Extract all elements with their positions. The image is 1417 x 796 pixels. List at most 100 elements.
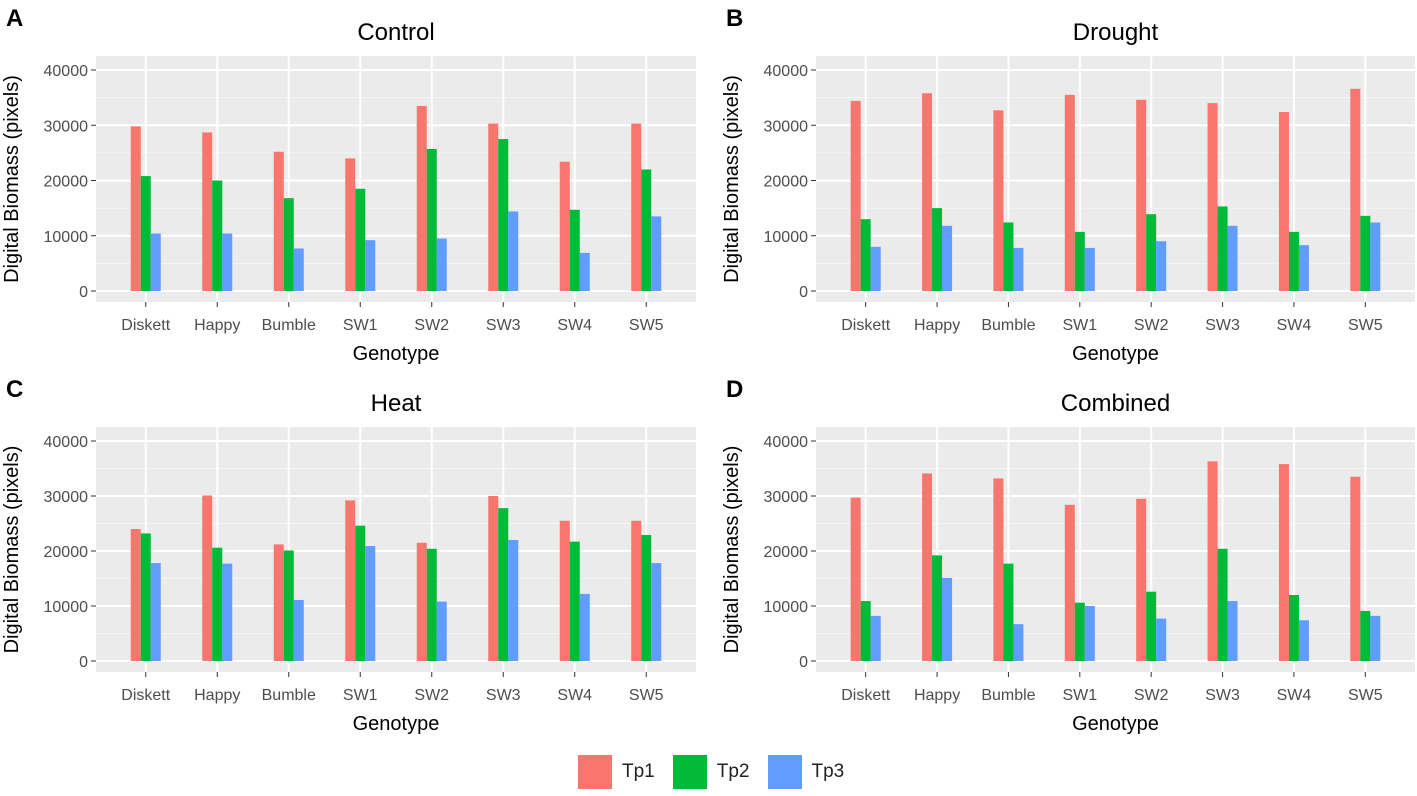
- y-tick-label: 30000: [44, 489, 89, 506]
- bar-tp1-diskett: [130, 126, 141, 291]
- bar-tp2-bumble: [283, 198, 294, 291]
- plot-background: [816, 427, 1415, 672]
- bar-tp3-bumble: [1013, 247, 1024, 291]
- bar-tp2-happy: [932, 555, 943, 661]
- bar-tp1-happy: [922, 473, 933, 661]
- bar-tp1-sw3: [488, 123, 499, 291]
- bar-tp2-happy: [932, 208, 943, 291]
- y-axis-label: Digital Biomass (pixels): [721, 446, 743, 654]
- y-tick-label: 0: [799, 654, 808, 671]
- bar-tp2-sw5: [641, 535, 652, 661]
- bar-tp3-sw5: [651, 216, 662, 291]
- x-axis-label: Genotype: [353, 713, 440, 735]
- bar-tp1-happy: [202, 132, 213, 291]
- x-tick-label: Diskett: [121, 687, 170, 704]
- bar-tp2-diskett: [140, 176, 151, 291]
- x-tick-label: Happy: [194, 687, 240, 704]
- bar-tp2-sw5: [1360, 610, 1371, 661]
- bar-tp2-sw3: [498, 508, 509, 661]
- x-tick-label: Bumble: [262, 317, 316, 334]
- bar-tp1-bumble: [993, 478, 1004, 661]
- bar-tp2-sw1: [355, 188, 366, 291]
- chart-title: Control: [357, 19, 434, 46]
- x-tick-label: SW5: [1348, 687, 1383, 704]
- x-tick-label: Bumble: [262, 687, 316, 704]
- bar-tp2-sw1: [1074, 231, 1085, 291]
- y-tick-label: 40000: [44, 434, 89, 451]
- legend-item-tp2: Tp2: [672, 755, 750, 789]
- bar-tp1-sw2: [1136, 498, 1147, 661]
- y-tick-label: 20000: [44, 174, 89, 191]
- y-tick-label: 20000: [764, 174, 809, 191]
- bar-tp2-sw5: [1360, 215, 1371, 291]
- legend-swatch-tp1: [578, 755, 612, 789]
- bar-tp1-diskett: [850, 497, 861, 661]
- x-tick-label: Happy: [914, 317, 960, 334]
- bar-tp1-sw5: [631, 520, 642, 661]
- x-tick-label: SW4: [557, 687, 592, 704]
- bar-tp3-sw3: [1227, 225, 1238, 291]
- bar-tp3-sw2: [1156, 241, 1167, 291]
- bar-tp1-sw4: [559, 520, 570, 661]
- bar-tp1-sw2: [416, 542, 427, 661]
- bar-tp3-happy: [942, 577, 953, 661]
- bar-tp3-sw2: [1156, 618, 1167, 661]
- bar-tp1-sw1: [1064, 504, 1075, 661]
- x-tick-label: SW1: [1062, 317, 1097, 334]
- bar-tp3-happy: [942, 225, 953, 291]
- x-tick-label: SW4: [1277, 317, 1312, 334]
- bar-tp1-sw4: [559, 161, 570, 291]
- panel-letter: B: [726, 5, 743, 32]
- bar-tp2-bumble: [1003, 563, 1014, 661]
- bar-tp2-sw2: [1146, 214, 1157, 291]
- bar-tp3-sw4: [1298, 245, 1309, 291]
- bar-tp3-diskett: [150, 563, 161, 661]
- x-axis-label: Genotype: [1072, 343, 1159, 365]
- bar-tp3-sw5: [1370, 615, 1381, 661]
- bar-tp1-sw3: [488, 496, 499, 661]
- bar-tp2-sw2: [426, 548, 437, 661]
- legend-item-tp1: Tp1: [578, 755, 655, 789]
- y-axis-label: Digital Biomass (pixels): [721, 75, 743, 283]
- x-tick-label: SW5: [629, 687, 664, 704]
- y-tick-label: 20000: [44, 544, 89, 561]
- bar-tp2-happy: [212, 547, 223, 661]
- bar-tp1-sw5: [631, 123, 642, 291]
- bar-tp2-sw3: [1217, 548, 1228, 661]
- plot-background: [96, 427, 696, 672]
- y-tick-label: 10000: [44, 599, 89, 616]
- x-tick-label: Diskett: [841, 687, 890, 704]
- bar-tp1-sw5: [1350, 476, 1361, 661]
- bar-tp2-sw5: [641, 169, 652, 291]
- x-tick-label: Happy: [194, 317, 240, 334]
- bar-tp1-sw2: [416, 105, 427, 291]
- bar-tp3-happy: [222, 233, 233, 291]
- x-tick-label: SW5: [1348, 317, 1383, 334]
- bar-tp2-diskett: [860, 219, 871, 291]
- bar-tp2-sw1: [1074, 602, 1085, 661]
- y-tick-label: 20000: [764, 544, 809, 561]
- x-tick-label: Happy: [914, 687, 960, 704]
- bar-tp2-diskett: [860, 601, 871, 661]
- bar-tp3-bumble: [293, 599, 304, 661]
- x-tick-label: SW2: [1134, 317, 1169, 334]
- x-tick-label: SW4: [1277, 687, 1312, 704]
- chart-title: Drought: [1073, 19, 1159, 46]
- bar-tp3-diskett: [150, 233, 161, 291]
- bar-tp2-bumble: [283, 550, 294, 661]
- bar-tp3-sw3: [508, 540, 519, 661]
- bar-tp3-sw4: [579, 593, 590, 661]
- legend-swatch-tp2: [672, 755, 707, 789]
- bar-tp3-sw5: [651, 563, 662, 661]
- bar-tp3-sw4: [579, 252, 590, 291]
- panel-letter: D: [726, 376, 743, 403]
- x-axis-label: Genotype: [353, 343, 440, 365]
- bar-tp1-sw1: [345, 500, 356, 661]
- bar-tp3-bumble: [293, 248, 304, 291]
- y-tick-label: 0: [799, 284, 808, 301]
- y-tick-label: 10000: [764, 599, 809, 616]
- bar-tp3-sw1: [1084, 247, 1095, 291]
- x-tick-label: SW3: [486, 687, 521, 704]
- x-tick-label: Diskett: [841, 317, 890, 334]
